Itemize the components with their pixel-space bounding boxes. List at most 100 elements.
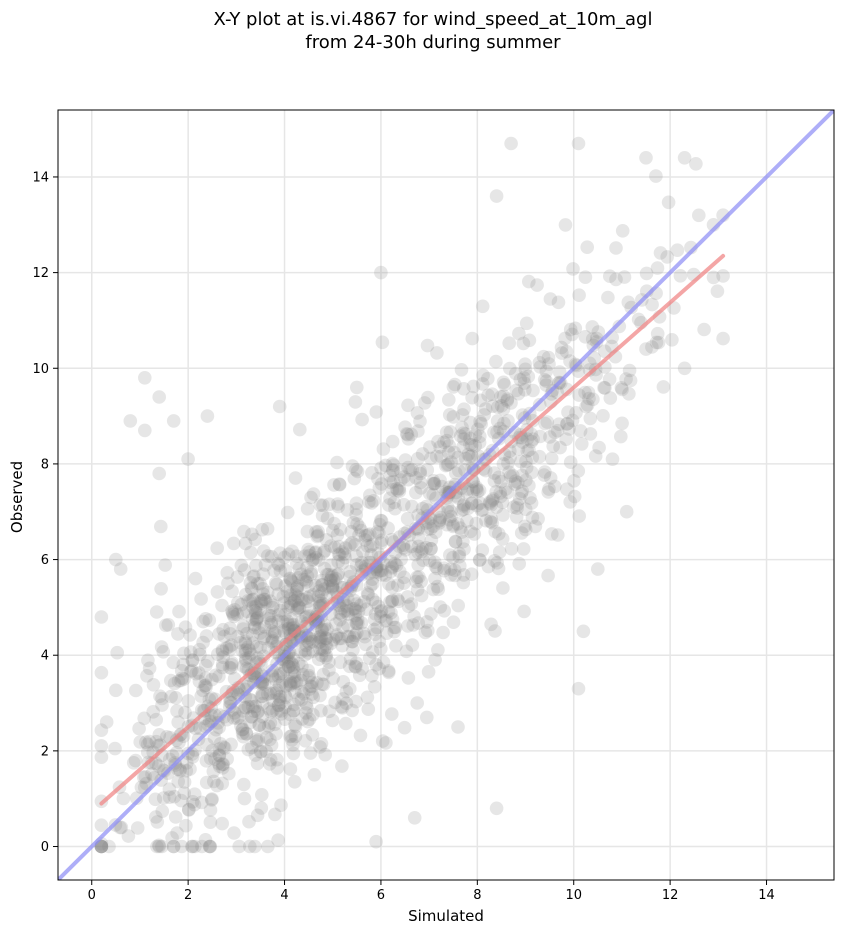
data-point: [383, 475, 398, 490]
data-point: [475, 377, 490, 391]
data-point: [343, 682, 357, 696]
data-point: [558, 331, 572, 346]
data-point: [252, 718, 267, 732]
data-point: [294, 593, 309, 607]
data-point: [525, 465, 539, 480]
data-point: [302, 548, 317, 563]
data-point: [220, 752, 234, 766]
data-point: [470, 484, 485, 499]
data-point: [582, 391, 596, 406]
data-point: [249, 639, 264, 654]
data-point: [236, 722, 250, 737]
data-point: [385, 707, 399, 721]
data-point: [466, 379, 481, 394]
data-point: [478, 402, 493, 416]
data-point: [236, 729, 251, 744]
data-point: [301, 579, 316, 593]
data-point: [567, 474, 581, 488]
data-point: [472, 483, 487, 498]
data-point: [457, 382, 471, 396]
data-point: [481, 559, 496, 574]
data-point: [597, 380, 611, 395]
data-point: [416, 553, 430, 567]
data-point: [374, 477, 389, 491]
data-point: [231, 710, 246, 724]
data-point: [336, 620, 350, 635]
data-point: [315, 578, 329, 592]
data-point: [446, 615, 461, 629]
data-point: [615, 382, 629, 397]
data-point: [269, 686, 284, 700]
data-point: [193, 721, 207, 736]
data-point: [281, 600, 296, 615]
data-point: [288, 729, 303, 744]
data-point: [645, 297, 659, 312]
data-point: [294, 684, 309, 699]
data-point: [273, 689, 287, 704]
data-point: [350, 380, 364, 395]
data-point: [350, 517, 364, 531]
data-point: [308, 546, 323, 560]
data-point: [428, 525, 443, 539]
data-point: [496, 581, 510, 595]
data-point: [558, 218, 573, 232]
data-point: [248, 605, 263, 620]
data-point: [345, 634, 359, 649]
data-point: [273, 603, 288, 618]
data-point: [382, 577, 396, 591]
data-point: [533, 429, 547, 444]
data-point: [563, 354, 577, 368]
data-point: [178, 705, 192, 720]
data-point: [290, 579, 305, 593]
data-point: [251, 733, 266, 747]
data-point: [183, 762, 197, 776]
data-point: [514, 454, 528, 469]
data-point: [185, 750, 200, 764]
data-point: [412, 532, 426, 546]
data-point: [203, 815, 218, 829]
data-point: [264, 615, 279, 630]
data-point: [281, 622, 295, 636]
data-point: [653, 246, 668, 260]
data-point: [531, 512, 545, 526]
data-point: [349, 558, 364, 572]
data-point: [332, 548, 347, 562]
data-point: [619, 372, 633, 386]
data-point: [241, 742, 256, 757]
data-point: [500, 392, 515, 407]
data-point: [154, 640, 169, 654]
data-point: [496, 389, 511, 403]
data-point: [401, 619, 415, 633]
data-point: [219, 641, 234, 655]
data-point: [485, 399, 500, 414]
data-point: [665, 333, 679, 347]
data-point: [516, 542, 531, 556]
data-point: [420, 463, 435, 477]
data-point: [368, 595, 383, 610]
data-point: [245, 582, 259, 596]
data-point: [349, 496, 364, 511]
data-point: [466, 484, 481, 498]
data-point: [451, 598, 466, 613]
data-point: [661, 195, 676, 210]
data-point: [437, 561, 451, 575]
data-point: [519, 473, 533, 488]
data-point: [455, 525, 469, 539]
data-point: [245, 592, 260, 607]
data-point: [257, 544, 271, 558]
data-point: [286, 652, 301, 666]
data-point: [284, 612, 298, 626]
data-point: [173, 762, 187, 777]
data-point: [465, 331, 480, 346]
data-point: [393, 564, 407, 579]
data-point: [330, 628, 344, 642]
data-point: [452, 546, 467, 561]
data-point: [400, 590, 415, 604]
data-point: [348, 538, 362, 552]
data-point: [433, 473, 447, 488]
data-point: [263, 753, 278, 767]
data-point: [199, 629, 214, 643]
data-point: [489, 500, 504, 514]
data-point: [193, 647, 207, 662]
data-point: [509, 366, 523, 381]
